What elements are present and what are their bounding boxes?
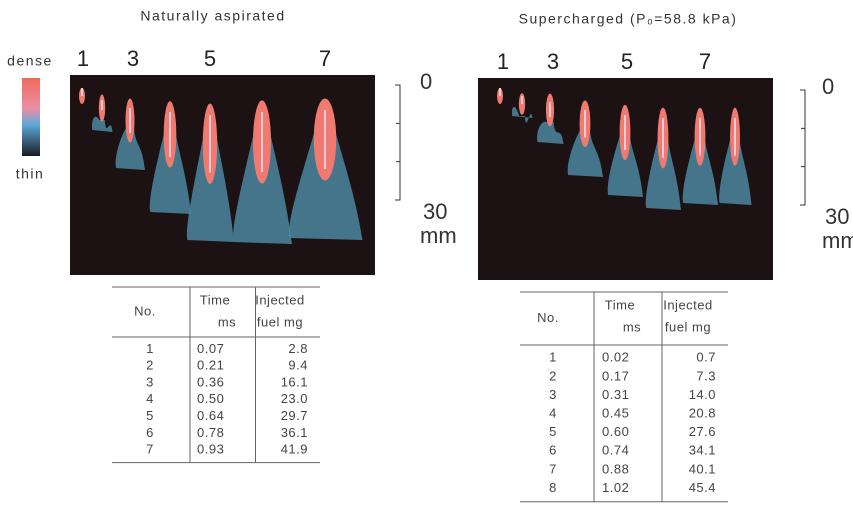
table-cell: 0.64 <box>197 408 224 423</box>
table-cell: 3 <box>549 387 557 402</box>
table-cell: 0.78 <box>197 425 224 440</box>
scale-bar <box>395 85 400 200</box>
table-header: Time <box>200 292 230 307</box>
figure: dense thin Naturally aspirated1357030mmN… <box>0 0 853 523</box>
table-cell: 4 <box>146 391 154 406</box>
table-cell: 40.1 <box>689 461 716 476</box>
table-cell: 36.1 <box>281 425 308 440</box>
table-cell: 2.8 <box>288 341 308 356</box>
table-cell: 0.36 <box>197 374 224 389</box>
table-cell: 27.6 <box>689 424 716 439</box>
legend-dense: dense <box>7 53 53 69</box>
table-cell: 34.1 <box>689 443 716 458</box>
frame-number: 1 <box>77 46 89 71</box>
frame-number: 5 <box>204 46 216 71</box>
frame-number: 3 <box>547 49 559 74</box>
table-cell: 0.74 <box>602 443 629 458</box>
table-cell: 2 <box>146 358 154 373</box>
table-header: fuel mg <box>257 314 303 329</box>
scale-top: 0 <box>822 74 834 99</box>
table-header: No. <box>537 310 559 325</box>
table-cell: 0.60 <box>602 424 629 439</box>
table-cell: 2 <box>549 368 557 383</box>
scale-unit: mm <box>822 228 853 253</box>
table-cell: 3 <box>146 374 154 389</box>
table-cell: 6 <box>549 443 557 458</box>
scale-top: 0 <box>420 69 432 94</box>
panel-title: Naturally aspirated <box>140 8 285 24</box>
table-header: ms <box>623 319 641 334</box>
table-cell: 0.17 <box>602 368 629 383</box>
table-cell: 41.9 <box>281 442 308 457</box>
table-cell: 0.45 <box>602 406 629 421</box>
colorbar <box>22 78 40 156</box>
table-cell: 4 <box>549 406 557 421</box>
panel-title: Supercharged (P₀=58.8 kPa) <box>519 11 738 27</box>
frame-number: 7 <box>319 46 331 71</box>
table-cell: 6 <box>146 425 154 440</box>
table-header: No. <box>134 303 156 318</box>
table-cell: 14.0 <box>689 387 716 402</box>
table-header: fuel mg <box>665 319 711 334</box>
table-cell: 7 <box>549 461 557 476</box>
frame-number: 1 <box>497 49 509 74</box>
table-header: Injected <box>663 297 713 312</box>
frame-number: 3 <box>127 46 139 71</box>
table-cell: 1.02 <box>602 480 629 495</box>
table-cell: 0.21 <box>197 358 224 373</box>
table-cell: 23.0 <box>281 391 308 406</box>
scale-bar <box>800 90 805 205</box>
table-header: Injected <box>255 292 305 307</box>
table-cell: 9.4 <box>288 358 308 373</box>
table-header: Time <box>605 297 635 312</box>
table-cell: 1 <box>549 350 557 365</box>
table-header: ms <box>218 314 236 329</box>
table-cell: 5 <box>146 408 154 423</box>
table-cell: 45.4 <box>689 480 716 495</box>
table-cell: 0.7 <box>696 350 716 365</box>
table-cell: 0.50 <box>197 391 224 406</box>
table-cell: 0.02 <box>602 350 629 365</box>
table-cell: 29.7 <box>281 408 308 423</box>
table-cell: 0.31 <box>602 387 629 402</box>
legend-thin: thin <box>16 166 45 182</box>
scale-bottom: 30 <box>423 199 447 224</box>
scale-unit: mm <box>420 223 457 248</box>
table-cell: 16.1 <box>281 374 308 389</box>
table-cell: 0.07 <box>197 341 224 356</box>
table-cell: 7 <box>146 442 154 457</box>
frame-number: 7 <box>699 49 711 74</box>
table-cell: 0.93 <box>197 442 224 457</box>
table-cell: 5 <box>549 424 557 439</box>
table-cell: 1 <box>146 341 154 356</box>
table-cell: 20.8 <box>689 406 716 421</box>
scale-bottom: 30 <box>825 204 849 229</box>
table-cell: 0.88 <box>602 461 629 476</box>
table-cell: 7.3 <box>696 368 716 383</box>
frame-number: 5 <box>621 49 633 74</box>
table-cell: 8 <box>549 480 557 495</box>
